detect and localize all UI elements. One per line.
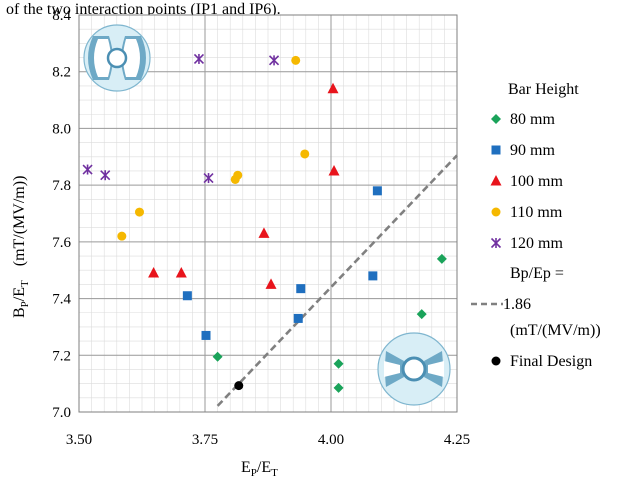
legend-fit-label-line2: 1.86 — [503, 296, 531, 313]
x-axis-title: EP/ET — [241, 459, 278, 479]
data-point — [436, 253, 447, 264]
legend-marker — [491, 145, 501, 155]
legend-label: 100 mm — [510, 173, 563, 190]
svg-text:BP/ET(mT/(MV/m)): BP/ET (mT/(MV/m)) — [11, 176, 31, 318]
cavity-cross-section-icon-bottom — [377, 332, 451, 406]
data-point — [372, 186, 382, 196]
data-point — [300, 149, 310, 159]
header-text: of the two interaction points (IP1 and I… — [6, 1, 281, 18]
data-point — [268, 55, 280, 66]
data-point — [212, 351, 223, 362]
y-axis-title-units: (mT/(MV/m)) — [11, 176, 28, 267]
x-tick-label: 3.50 — [66, 432, 92, 448]
series-110-mm — [117, 55, 310, 241]
data-point — [328, 164, 340, 176]
legend-label: 110 mm — [510, 204, 563, 221]
data-point — [296, 284, 306, 294]
data-point — [117, 231, 127, 241]
x-tick-label: 4.00 — [318, 432, 344, 448]
legend-fit-label-line3: (mT/(MV/m)) — [510, 322, 601, 339]
data-point — [100, 170, 111, 181]
data-point — [333, 382, 344, 393]
data-point — [291, 55, 301, 65]
legend-label: 120 mm — [510, 235, 563, 252]
y-axis-title-main: B — [11, 307, 28, 318]
final-design-point — [234, 381, 244, 391]
data-point — [175, 267, 187, 278]
y-tick-label: 7.0 — [52, 405, 71, 421]
y-axis-title-sub1: P — [19, 301, 31, 307]
data-point — [193, 53, 205, 65]
data-point — [233, 170, 243, 180]
x-axis-title-mid: /E — [257, 459, 271, 476]
fit-line-group — [216, 154, 458, 407]
series-120-mm — [82, 53, 280, 184]
legend-final-design-marker — [491, 356, 501, 366]
data-point — [265, 278, 277, 289]
data-point — [327, 82, 339, 94]
legend: Bar Height 80 mm 90 mm 100 mm 110 mm 120 mm B… — [471, 81, 601, 370]
x-tick-labels: 3.50 3.75 4.00 4.25 — [66, 432, 470, 448]
data-point — [82, 164, 93, 175]
data-point — [201, 330, 211, 340]
plot-frame — [78, 14, 458, 413]
legend-fit-label-line1: Bp/Ep = — [510, 265, 564, 282]
y-tick-label: 7.6 — [52, 235, 71, 251]
legend-marker — [491, 114, 501, 124]
x-axis-title-sub2: T — [271, 467, 278, 479]
y-tick-label: 7.2 — [52, 348, 71, 364]
x-tick-label: 3.75 — [192, 432, 218, 448]
legend-title: Bar Height — [508, 81, 579, 98]
y-tick-label: 8.4 — [52, 8, 71, 24]
data-point — [368, 271, 378, 281]
x-axis-title-sub1: P — [251, 467, 257, 479]
y-tick-labels: 7.0 7.2 7.4 7.6 7.8 8.0 8.2 8.4 — [52, 8, 71, 421]
legend-label: 80 mm — [510, 111, 555, 128]
y-axis-title-mid: /E — [11, 287, 28, 301]
y-axis-title: BP/ET (mT/(MV/m)) — [11, 176, 31, 318]
fit-line — [216, 154, 458, 407]
series-100-mm — [148, 82, 340, 289]
svg-text:EP/ET: EP/ET — [241, 459, 278, 479]
legend-marker — [491, 207, 501, 217]
data-point — [258, 227, 270, 238]
legend-marker — [490, 237, 502, 249]
data-point — [134, 207, 144, 217]
data-point — [182, 291, 192, 301]
series-90-mm — [182, 186, 382, 340]
y-tick-label: 7.8 — [52, 178, 71, 194]
y-tick-label: 7.4 — [52, 292, 71, 308]
x-tick-label: 4.25 — [444, 432, 470, 448]
legend-marker — [490, 175, 502, 186]
data-point — [416, 309, 427, 320]
y-tick-label: 8.2 — [52, 65, 71, 81]
y-tick-label: 8.0 — [52, 121, 71, 137]
data-point — [203, 172, 214, 184]
y-axis-title-sub2: T — [19, 280, 31, 287]
data-point — [293, 313, 303, 323]
data-points — [82, 53, 447, 393]
series-80-mm — [212, 253, 447, 393]
data-point — [333, 358, 344, 369]
cavity-cross-section-icon-top — [83, 24, 151, 92]
x-axis-title-main: E — [241, 459, 251, 476]
legend-final-design-label: Final Design — [510, 353, 592, 370]
data-point — [148, 267, 160, 278]
legend-label: 90 mm — [510, 142, 555, 159]
